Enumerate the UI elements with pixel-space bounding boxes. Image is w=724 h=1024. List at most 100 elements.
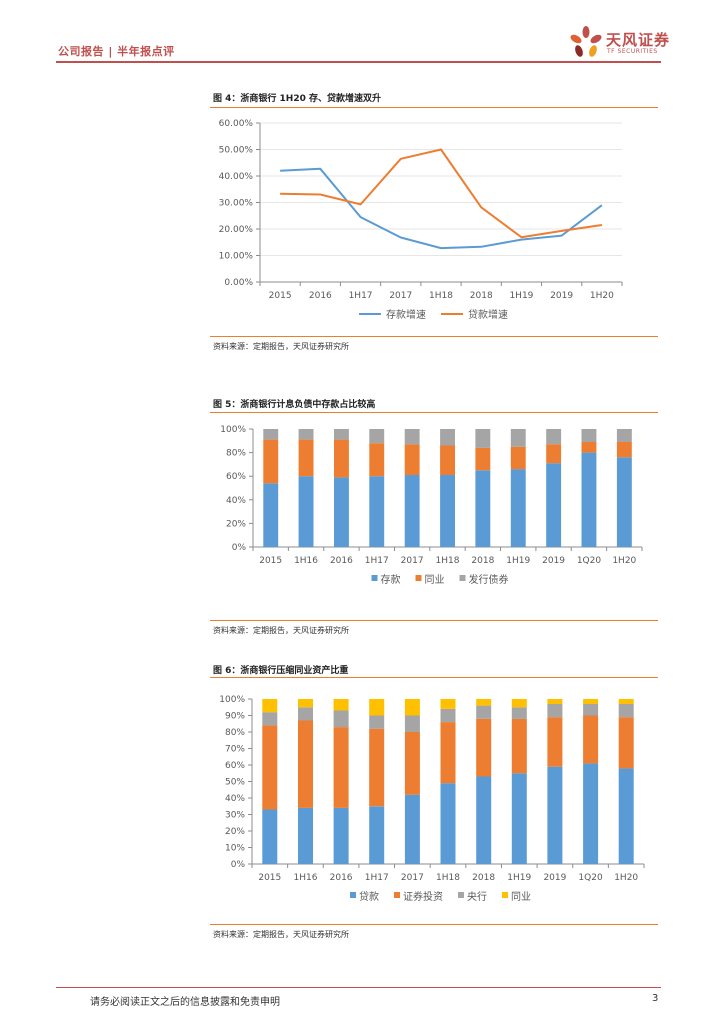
y-tick-label: 30% bbox=[225, 811, 245, 821]
bar-segment bbox=[546, 444, 562, 464]
x-tick-label: 2016 bbox=[330, 873, 353, 883]
y-tick-label: 60% bbox=[225, 761, 245, 771]
bar-segment bbox=[404, 429, 420, 445]
bar-segment bbox=[369, 429, 385, 444]
fig4-bottom-rule bbox=[210, 336, 658, 337]
bar-segment bbox=[511, 718, 527, 774]
bar-segment bbox=[404, 794, 420, 864]
y-tick-label: 50% bbox=[225, 778, 245, 788]
y-tick-label: 40.00% bbox=[219, 172, 254, 182]
legend-label: 同业 bbox=[511, 891, 531, 903]
bar-segment bbox=[476, 705, 492, 719]
legend-label: 发行债券 bbox=[469, 573, 509, 586]
legend-label: 存款 bbox=[381, 573, 401, 586]
bar-segment bbox=[475, 447, 491, 471]
y-tick-label: 60% bbox=[226, 472, 246, 482]
bar-segment bbox=[475, 470, 491, 547]
bar-segment bbox=[510, 446, 526, 470]
legend-swatch bbox=[502, 892, 508, 898]
bar-segment bbox=[334, 439, 349, 478]
fig6-bottom-rule bbox=[210, 924, 658, 925]
legend-label: 证券投资 bbox=[403, 890, 443, 903]
bar-segment bbox=[583, 699, 599, 704]
bar-segment bbox=[581, 429, 597, 442]
bar-segment bbox=[369, 443, 385, 477]
legend-label: 存款增速 bbox=[386, 308, 426, 321]
y-tick-label: 80% bbox=[226, 449, 246, 459]
legend-swatch bbox=[350, 892, 356, 898]
page-number: 3 bbox=[652, 993, 659, 1004]
y-tick-label: 100% bbox=[219, 695, 245, 705]
report-type: 公司报告 | 半年报点评 bbox=[58, 45, 175, 58]
x-tick-label: 1H17 bbox=[349, 291, 373, 301]
fig5-title-rule bbox=[210, 412, 658, 413]
disclaimer: 请务必阅读正文之后的信息披露和免责申明 bbox=[90, 997, 280, 1008]
bar-segment bbox=[618, 717, 634, 769]
bar-segment bbox=[440, 429, 455, 446]
bar-segment bbox=[618, 699, 634, 704]
bar-segment bbox=[583, 763, 599, 864]
bar-segment bbox=[404, 444, 420, 475]
legend-label: 央行 bbox=[467, 890, 487, 903]
fig4-line-chart: 0.00% 10.00% 20.00% 30.00% 40.00% 50.00% 60.00… bbox=[219, 119, 623, 321]
x-tick-label: 2016 bbox=[309, 291, 332, 301]
y-tick-label: 30.00% bbox=[219, 199, 254, 209]
bar-segment bbox=[298, 429, 314, 440]
bar-segment bbox=[476, 776, 492, 864]
bar-segment bbox=[511, 773, 527, 864]
bar-segment bbox=[404, 732, 420, 795]
bar-segment bbox=[404, 715, 420, 732]
bar-segment bbox=[581, 442, 597, 453]
x-tick-label: 1H17 bbox=[365, 873, 389, 883]
bar-segment bbox=[298, 720, 313, 808]
bar-segment bbox=[404, 475, 420, 547]
bar-segment bbox=[616, 442, 632, 458]
y-tick-label: 0.00% bbox=[224, 278, 253, 288]
brand-name-en: TF SECURITIES bbox=[607, 48, 658, 55]
bar-segment bbox=[440, 699, 456, 709]
y-tick-label: 20.00% bbox=[219, 225, 254, 235]
legend-swatch bbox=[459, 575, 466, 581]
x-tick-label: 1H20 bbox=[614, 873, 638, 883]
y-tick-label: 40% bbox=[226, 496, 246, 506]
bar-segment bbox=[298, 476, 314, 547]
y-tick-label: 100% bbox=[220, 425, 246, 435]
bar-segment bbox=[333, 699, 349, 711]
x-tick-label: 2018 bbox=[472, 873, 495, 883]
bar-segment bbox=[546, 463, 562, 547]
bar-segment bbox=[298, 707, 313, 721]
x-tick-label: 1H19 bbox=[506, 556, 530, 566]
footer-divider bbox=[56, 987, 661, 988]
bar-segment bbox=[263, 439, 279, 484]
bar-segment bbox=[263, 483, 279, 547]
x-tick-label: 1H19 bbox=[507, 873, 531, 883]
bar-segment bbox=[262, 809, 278, 864]
x-tick-label: 2018 bbox=[471, 556, 494, 566]
bar-segment bbox=[369, 806, 385, 865]
fig6-title-rule bbox=[210, 677, 658, 678]
fig4-source: 资料来源：定期报告，天风证券研究所 bbox=[213, 342, 349, 351]
x-tick-label: 2016 bbox=[330, 556, 353, 566]
bar-segment bbox=[511, 699, 527, 708]
bar-segment bbox=[334, 477, 349, 547]
bar-segment bbox=[547, 704, 563, 718]
bar-segment bbox=[333, 807, 349, 864]
tf-logo-icon bbox=[570, 26, 602, 57]
legend-swatch bbox=[394, 892, 400, 898]
y-tick-label: 20% bbox=[226, 519, 246, 529]
y-tick-label: 40% bbox=[225, 794, 245, 804]
series-line-1 bbox=[280, 148, 603, 239]
legend-swatch bbox=[371, 575, 378, 581]
bar-segment bbox=[369, 715, 385, 729]
bar-segment bbox=[510, 469, 526, 547]
x-tick-label: 2017 bbox=[389, 291, 412, 301]
x-tick-label: 2017 bbox=[401, 556, 424, 566]
bar-segment bbox=[440, 475, 455, 547]
x-tick-label: 1H20 bbox=[590, 291, 614, 301]
y-tick-label: 50.00% bbox=[219, 146, 254, 156]
x-tick-label: 1Q20 bbox=[577, 556, 602, 566]
header-divider bbox=[56, 61, 661, 63]
y-tick-label: 20% bbox=[225, 827, 245, 837]
bar-segment bbox=[369, 476, 385, 547]
x-tick-label: 2018 bbox=[470, 291, 493, 301]
